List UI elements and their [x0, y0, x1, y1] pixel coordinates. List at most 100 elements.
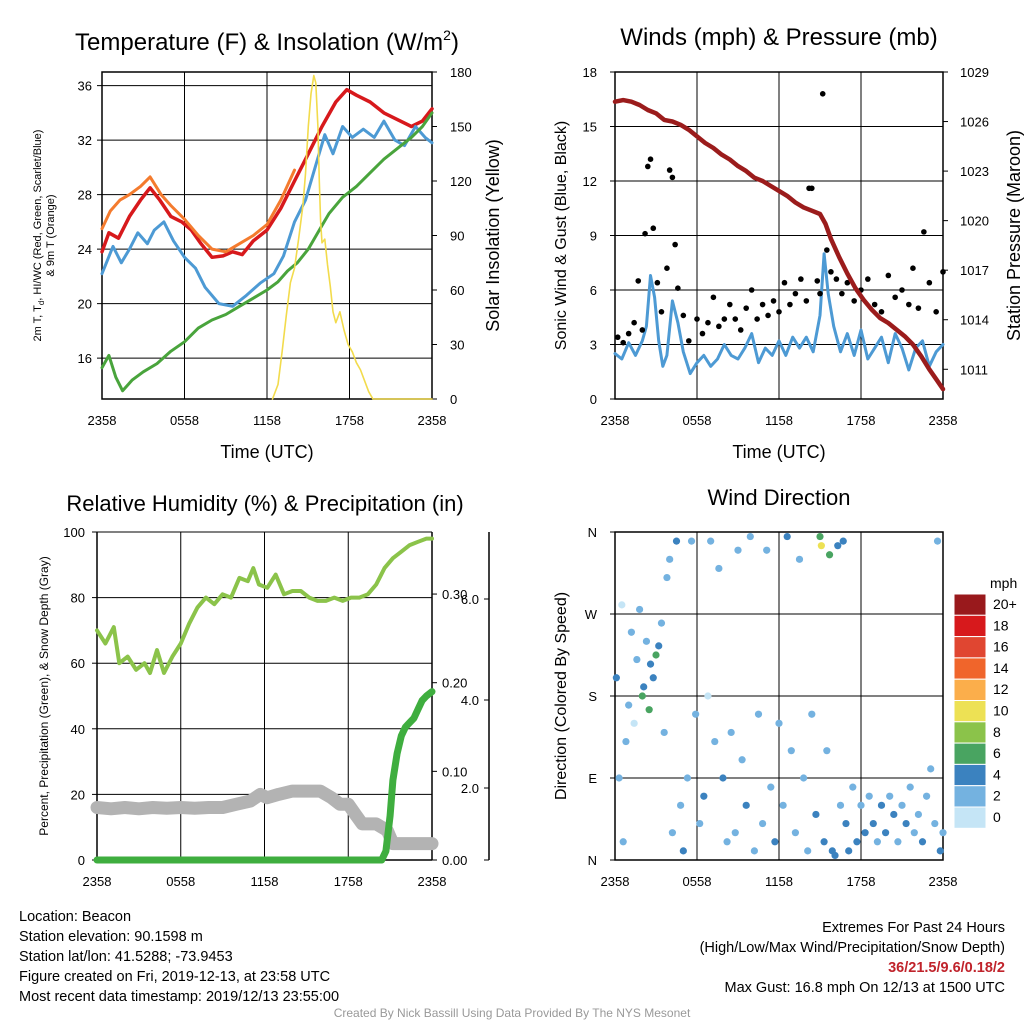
gust-point: [871, 301, 878, 308]
y-right-tick-label: 120: [450, 174, 472, 189]
gust-point: [732, 316, 739, 322]
gust-point: [851, 298, 857, 304]
legend-label: 10: [993, 703, 1009, 719]
y-right-tick-label: 1026: [960, 115, 989, 130]
gust-point: [686, 338, 692, 344]
y-tick-label: 36: [78, 79, 92, 94]
gust-point: [787, 301, 793, 308]
extremes-subtitle: (High/Low/Max Wind/Precipitation/Snow De…: [699, 940, 1005, 956]
legend-swatch: [953, 721, 987, 744]
legend-label: 14: [993, 660, 1009, 676]
y-tick-label: 0: [78, 853, 85, 868]
series-line: [100, 119, 434, 308]
direction-point: [731, 829, 739, 837]
gust-point: [631, 319, 637, 326]
y-axis-label: 2m T, Td, HI/WC (Red, Green, Scarlet/Blu…: [32, 130, 46, 342]
legend-label: 16: [993, 639, 1009, 655]
location-text: Location: Beacon: [19, 909, 132, 925]
direction-point: [655, 642, 663, 650]
direction-point: [727, 728, 735, 737]
direction-point: [800, 774, 808, 782]
direction-point: [618, 601, 626, 609]
direction-point: [771, 838, 779, 846]
series-line: [100, 111, 434, 393]
x-tick-label: 1758: [847, 874, 876, 889]
direction-point: [842, 819, 850, 828]
direction-point: [923, 792, 931, 800]
gust-point: [814, 278, 821, 284]
gust-point: [940, 269, 946, 275]
relative-humidity-line: [95, 536, 434, 675]
gust-point: [721, 316, 728, 322]
y-right-tick-label: 1020: [960, 214, 989, 229]
direction-point: [763, 546, 771, 554]
direction-point: [857, 801, 865, 809]
direction-point: [823, 747, 831, 755]
max-gust-text: Max Gust: 16.8 mph On 12/13 at 1500 UTC: [724, 980, 1005, 996]
created-text: Figure created on Fri, 2019-12-13, at 23…: [19, 969, 331, 985]
gust-point: [654, 279, 661, 286]
direction-point: [902, 819, 910, 828]
gust-point: [669, 174, 676, 181]
direction-point: [677, 801, 685, 809]
chart-title-part: ): [451, 29, 459, 56]
direction-point: [931, 819, 939, 828]
y-tick-label: 20: [78, 297, 92, 312]
chart-title: Winds (mph) & Pressure (mb): [620, 24, 937, 51]
direction-point: [734, 546, 742, 554]
x-tick-label: 0558: [683, 413, 712, 428]
direction-point: [666, 555, 674, 563]
direction-point: [861, 829, 869, 837]
elevation-text: Station elevation: 90.1598 m: [19, 929, 203, 945]
y-tick-label: 15: [583, 120, 597, 135]
x-tick-label: 2358: [929, 413, 958, 428]
y-tick-label: 9: [590, 229, 597, 244]
gust-point: [614, 334, 621, 341]
direction-point: [767, 783, 775, 791]
latlon-text: Station lat/lon: 41.5288; -73.9453: [19, 949, 233, 965]
direction-point: [754, 710, 763, 718]
legend-swatch: [953, 700, 987, 723]
x-tick-label: 2358: [601, 874, 630, 889]
direction-point: [679, 847, 687, 855]
direction-point: [869, 819, 877, 828]
direction-point: [825, 551, 834, 559]
gust-point: [776, 309, 782, 315]
direction-point: [627, 628, 636, 636]
legend-label: 0: [993, 809, 1001, 825]
y-axis-label-part: , HI/WC (Red, Green, Scarlet/Blue): [32, 130, 44, 301]
legend-swatch: [953, 785, 987, 808]
gust-point: [819, 91, 826, 97]
direction-point: [873, 838, 882, 846]
chart-title: Temperature (F) & Insolation (W/m2): [75, 27, 459, 56]
gust-point: [705, 319, 711, 326]
station-info: Location: Beacon Station elevation: 90.1…: [19, 907, 339, 1007]
y-axis-label: Sonic Wind & Gust (Blue, Black): [553, 121, 570, 350]
x-tick-label: 1158: [253, 413, 281, 428]
direction-point: [660, 728, 668, 737]
gust-point: [910, 265, 916, 272]
x-tick-label: 1758: [847, 413, 876, 428]
gust-point: [933, 309, 939, 315]
y-right-tick-label: 90: [450, 229, 464, 244]
speed-legend: mph 20+ 18 16 14 12 10 8 6 4 2 0: [953, 575, 1017, 829]
direction-point: [808, 710, 816, 718]
y-tick-label: 24: [78, 242, 92, 257]
snow-tick-label: 6.0: [461, 592, 479, 607]
chart-title-sup: 2: [443, 27, 451, 43]
direction-point: [687, 537, 696, 545]
direction-point: [646, 660, 655, 668]
direction-point: [775, 719, 783, 727]
direction-point: [927, 765, 935, 773]
winds-panel: 0 3 6 9 12 15 18 1011 1014 1017 1020 1023 1026 1029 23…: [553, 24, 1024, 462]
chart-title: Relative Humidity (%) & Precipitation (i…: [66, 491, 463, 516]
y-tick-label: 60: [71, 656, 85, 671]
legend-swatch: [953, 657, 987, 680]
gust-point: [865, 276, 871, 282]
precip-tick-label: 0.20: [442, 676, 467, 691]
direction-point: [836, 801, 845, 809]
gust-point: [759, 301, 766, 308]
direction-point: [865, 792, 873, 800]
y-right-tick-label: 150: [450, 120, 472, 135]
